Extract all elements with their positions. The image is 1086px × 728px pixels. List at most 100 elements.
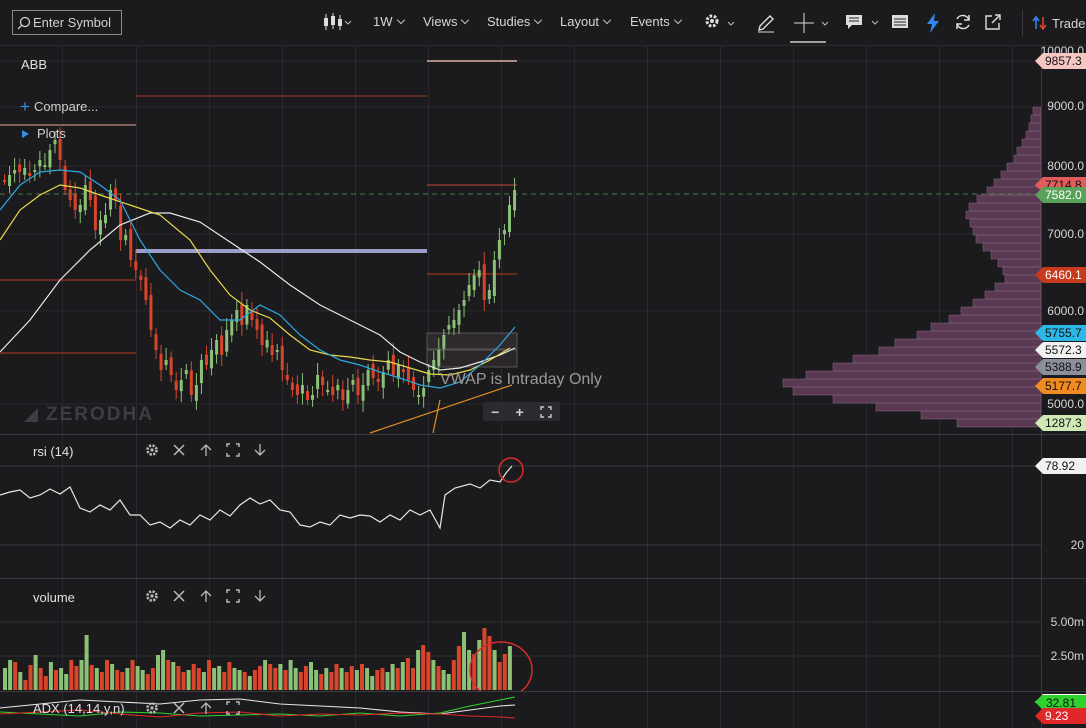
candle [321,370,325,396]
draw-tool-button[interactable] [756,13,776,38]
maximize-icon[interactable] [226,701,240,715]
data-window-button[interactable] [891,13,909,36]
zoom-in-icon[interactable]: + [515,403,524,420]
volume-bar [171,662,176,690]
candle [351,374,355,392]
volume-bar [354,670,359,690]
layout-label: Layout [560,14,600,29]
candle [230,314,234,343]
plots-toggle[interactable]: Plots [22,126,66,141]
rsi-line [0,465,513,530]
candle [306,384,309,405]
volume-bar [456,646,461,690]
volume-profile [782,106,1041,428]
layout-menu[interactable]: Layout [560,14,612,29]
volume-bar [181,672,186,690]
axis-tick: 5.00m [1050,615,1084,629]
arrow-down-icon[interactable] [253,589,267,603]
compare-button[interactable]: + Compare... [20,97,98,116]
arrow-up-icon[interactable] [199,701,213,715]
studies-menu[interactable]: Studies [487,14,543,29]
volume-bar [38,668,43,690]
events-menu[interactable]: Events [630,14,682,29]
maximize-icon[interactable] [226,443,240,457]
symbol-search[interactable] [12,10,122,35]
volume-bar [405,658,410,690]
refresh-button[interactable] [954,13,972,36]
gear-icon[interactable] [145,589,159,603]
candle [396,359,400,388]
volume-profile-bar [956,418,1041,428]
maximize-icon[interactable] [226,589,240,603]
candle [381,366,385,399]
candle [98,211,102,246]
zoom-out-icon[interactable]: − [491,403,500,420]
close-icon[interactable] [172,589,186,603]
volume-profile-bar [875,402,1041,412]
candle [275,344,279,361]
watermark: ZERODHA [22,404,154,426]
interval-dropdown[interactable]: 1W [373,14,405,29]
gear-icon [705,14,735,28]
search-input[interactable] [33,15,117,30]
gear-icon[interactable] [145,443,159,457]
rsi-chart[interactable] [0,435,1041,578]
settings-menu[interactable] [703,13,739,36]
volume-bar [298,672,303,690]
volume-bar [385,672,390,690]
volume-profile-bar [984,290,1041,300]
alerts-button[interactable] [925,13,941,38]
candle [447,316,451,335]
volume-bar [18,672,23,690]
grid-line [720,46,721,728]
volume-bar [365,668,370,690]
adx-chart[interactable] [0,692,1041,728]
axis-tick: 6000.0 [1047,304,1084,318]
volume-bar [105,660,109,690]
fullscreen-icon[interactable] [540,405,552,418]
gear-icon[interactable] [145,701,159,715]
pane-divider [0,578,1086,579]
trade-button[interactable]: Trade [1032,15,1085,31]
candle [432,351,436,377]
volume-bar [69,660,74,690]
candle [427,364,431,388]
close-icon[interactable] [172,701,186,715]
close-icon[interactable] [172,443,186,457]
candle [502,224,506,246]
volume-bar [28,665,33,690]
volume-bar [411,668,415,690]
volume-bar [89,665,94,690]
volume-bar [462,632,466,690]
views-menu[interactable]: Views [423,14,470,29]
arrow-up-icon[interactable] [199,589,213,603]
candle [300,373,304,405]
events-label: Events [630,14,670,29]
volume-bar [130,660,135,690]
rsi-pane-tools [145,443,267,457]
crosshair-button[interactable] [790,13,832,48]
plus-icon: + [20,97,30,116]
candle [472,269,476,298]
support-resistance-lines [0,60,1041,434]
popout-button[interactable] [984,13,1002,36]
candle [422,376,426,408]
candle [412,370,416,397]
candlestick-type-button[interactable] [323,13,353,36]
volume-bars [3,628,512,690]
comments-menu[interactable] [845,13,883,36]
volume-bar [227,662,232,690]
candle [109,184,113,217]
candle [134,249,138,279]
candle [386,351,390,375]
candle [265,331,269,353]
arrow-up-icon[interactable] [199,443,213,457]
volume-bar [186,670,191,690]
volume-chart[interactable] [0,579,1041,691]
volume-bar [309,662,313,690]
price-tag: 5177.7 [1035,378,1086,394]
volume-profile-bar [969,218,1041,228]
volume-profile-bar [975,234,1041,244]
arrow-down-icon[interactable] [253,443,267,457]
volume-profile-bar [1032,106,1041,116]
